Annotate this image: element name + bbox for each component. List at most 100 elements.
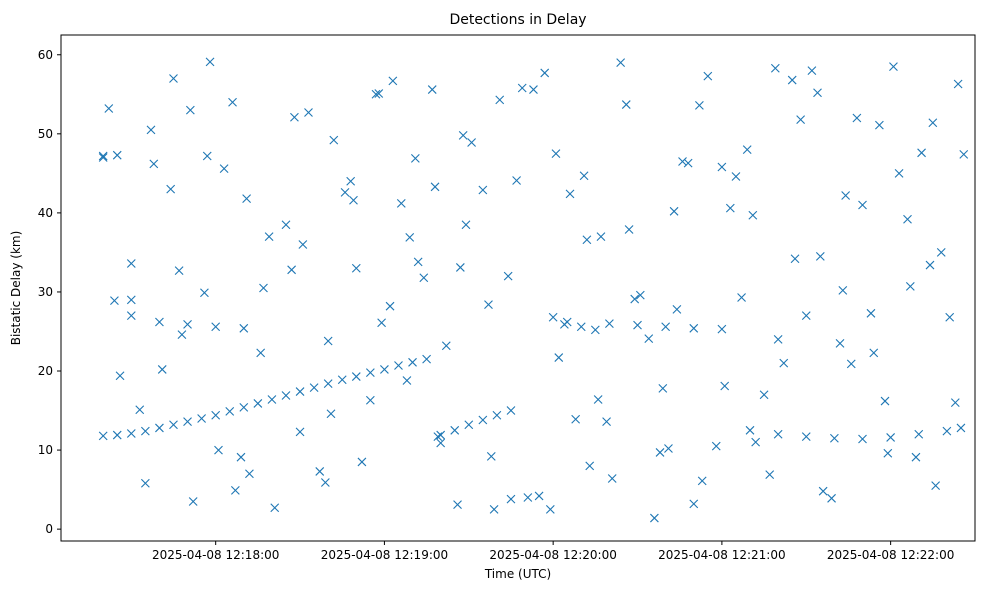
y-tick-label: 30 [38,285,53,299]
data-point-marker [298,240,308,249]
data-point-marker [796,115,806,124]
data-point-marker [174,266,184,275]
data-point-marker [928,118,938,128]
data-point-marker [529,85,538,94]
data-point-marker [478,415,488,425]
data-point-marker [590,325,600,335]
y-axis-label: Bistatic Delay (km) [9,231,23,346]
data-point-marker [140,426,150,436]
data-point-marker [815,251,825,261]
data-point-marker [110,296,119,306]
data-point-marker [846,359,856,369]
data-point-marker [545,504,555,514]
data-point-marker [576,322,586,332]
data-point-marker [931,481,941,491]
x-tick-label: 2025-04-08 12:18:00 [152,548,279,562]
data-point-marker [835,338,845,348]
data-point-marker [886,433,896,442]
data-point-marker [540,68,550,78]
data-point-marker [492,410,502,420]
x-tick-label: 2025-04-08 12:21:00 [658,548,785,562]
data-point-marker [925,260,935,270]
data-point-marker [953,79,963,89]
data-point-marker [290,112,299,122]
data-point-marker [945,312,955,322]
data-point-marker [126,311,136,321]
data-point-marker [593,395,603,404]
data-point-marker [523,493,533,502]
data-point-marker [357,457,367,467]
data-point-marker [661,322,671,332]
data-point-marker [365,368,375,377]
data-point-marker [200,288,209,298]
data-point-marker [419,273,429,283]
data-point-marker [149,159,159,169]
data-point-marker [869,348,879,358]
data-point-marker [751,437,761,447]
data-point-marker [98,153,108,162]
data-point-marker [337,375,347,385]
data-point-marker [506,406,516,415]
data-point-marker [720,381,730,391]
data-point-marker [461,220,471,230]
data-point-marker [655,448,665,457]
data-point-marker [140,478,150,488]
data-point-marker [560,319,569,329]
data-point-marker [621,100,631,109]
data-point-marker [717,162,727,172]
data-point-marker [467,138,476,147]
data-point-marker [773,335,783,344]
data-point-marker [512,176,521,185]
data-point-marker [371,89,381,99]
data-point-marker [554,353,564,362]
data-point-marker [582,235,592,245]
data-point-marker [801,311,811,321]
data-point-marker [534,491,544,501]
data-point-marker [658,384,668,393]
data-point-marker [351,372,361,381]
y-axis: 0 10 20 30 40 50 60 [38,48,61,536]
data-point-marker [239,402,249,412]
data-point-marker [183,417,192,427]
data-point-marker [346,176,356,186]
data-point-marker [697,476,707,486]
data-point-marker [315,467,325,476]
data-point-marker [489,504,499,514]
data-point-marker [605,319,614,328]
data-point-marker [517,83,527,93]
data-point-marker [351,263,361,273]
data-point-marker [650,513,659,523]
data-point-marker [323,336,333,346]
data-point-marker [281,391,291,400]
data-point-marker [484,300,493,309]
data-point-marker [259,283,268,293]
data-point-marker [959,149,969,159]
data-point-marker [377,318,386,328]
data-point-marker [669,206,679,216]
data-point-marker [188,497,198,506]
data-point-marker [408,357,417,367]
data-point-marker [779,358,789,368]
data-point-marker [858,434,867,444]
data-points [98,57,969,523]
data-point-marker [202,151,212,161]
data-point-marker [365,395,375,405]
y-tick-label: 20 [38,364,53,378]
data-point-marker [146,125,156,135]
y-tick-label: 40 [38,206,53,220]
data-point-marker [374,89,384,98]
data-point-marker [956,423,966,433]
data-point-marker [874,120,884,130]
data-point-marker [264,232,274,241]
data-point-marker [635,290,645,300]
data-point-marker [169,74,178,83]
data-point-marker [644,334,654,343]
y-tick-label: 10 [38,443,53,457]
data-point-marker [742,145,752,155]
data-point-marker [256,348,266,358]
data-point-marker [185,105,195,115]
data-point-marker [866,308,876,318]
data-point-marker [565,189,575,199]
data-point-marker [410,153,420,163]
